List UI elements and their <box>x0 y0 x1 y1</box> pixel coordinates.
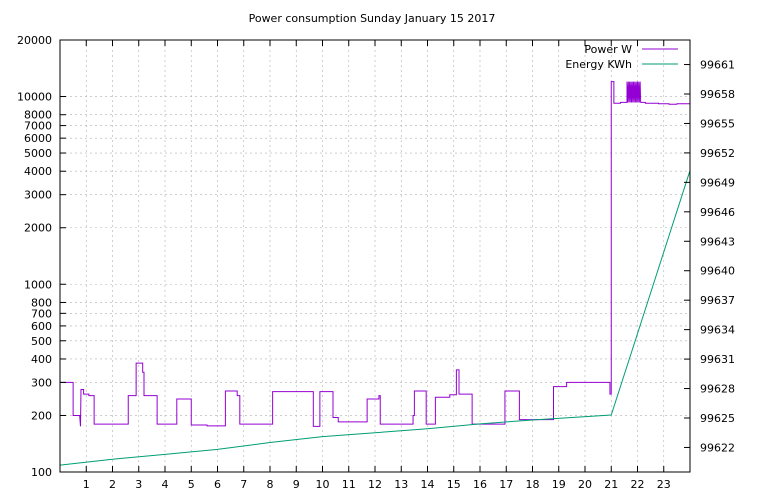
y-left-tick-label: 2000 <box>24 222 52 235</box>
x-tick-label: 9 <box>293 478 300 491</box>
x-tick-label: 23 <box>657 478 671 491</box>
x-tick-label: 7 <box>240 478 247 491</box>
series-line-1 <box>59 170 691 466</box>
y-right-tick-label: 99637 <box>700 294 735 307</box>
x-tick-label: 20 <box>578 478 592 491</box>
y-left-tick-label: 500 <box>31 335 52 348</box>
x-tick-label: 2 <box>109 478 116 491</box>
y-right-tick-label: 99643 <box>700 235 735 248</box>
x-tick-label: 1 <box>83 478 90 491</box>
y-left-tick-label: 3000 <box>24 189 52 202</box>
x-tick-label: 22 <box>631 478 645 491</box>
x-tick-label: 13 <box>394 478 408 491</box>
x-tick-label: 16 <box>473 478 487 491</box>
y-right-tick-label: 99631 <box>700 353 735 366</box>
y-right-tick-label: 99655 <box>700 117 735 130</box>
y-left-tick-label: 4000 <box>24 165 52 178</box>
grid-lines <box>60 40 690 472</box>
x-tick-label: 3 <box>135 478 142 491</box>
x-tick-label: 6 <box>214 478 221 491</box>
x-tick-label: 4 <box>162 478 169 491</box>
y-left-tick-label: 300 <box>31 376 52 389</box>
y-left-tick-label: 100 <box>31 466 52 479</box>
y-right-tick-label: 99625 <box>700 412 735 425</box>
legend: Power W Energy KWh <box>565 43 678 71</box>
y-right-tick-label: 99634 <box>700 324 735 337</box>
y-left-tick-label: 400 <box>31 353 52 366</box>
legend-label: Power W <box>584 43 632 56</box>
y-axis-right: 99622 99625 99628 99631 99634 99637 99640 99643… <box>684 59 735 454</box>
y-right-tick-label: 99652 <box>700 147 735 160</box>
y-right-tick-label: 99658 <box>700 88 735 101</box>
x-tick-label: 14 <box>421 478 435 491</box>
y-right-tick-label: 99646 <box>700 206 735 219</box>
x-tick-label: 11 <box>342 478 356 491</box>
x-tick-label: 18 <box>526 478 540 491</box>
y-right-tick-label: 99622 <box>700 441 735 454</box>
series-line-0 <box>60 81 690 427</box>
y-left-tick-label: 20000 <box>17 34 52 47</box>
y-left-tick-label: 7000 <box>24 120 52 133</box>
x-tick-label: 15 <box>447 478 461 491</box>
x-tick-label: 17 <box>499 478 513 491</box>
y-left-tick-label: 600 <box>31 320 52 333</box>
y-left-tick-label: 200 <box>31 409 52 422</box>
y-left-tick-label: 700 <box>31 307 52 320</box>
y-right-tick-label: 99628 <box>700 383 735 396</box>
y-left-tick-label: 5000 <box>24 147 52 160</box>
y-left-tick-label: 6000 <box>24 132 52 145</box>
y-right-tick-label: 99661 <box>700 59 735 72</box>
x-tick-label: 8 <box>267 478 274 491</box>
x-tick-label: 12 <box>368 478 382 491</box>
y-left-tick-label: 10000 <box>17 91 52 104</box>
x-tick-label: 10 <box>316 478 330 491</box>
x-tick-label: 5 <box>188 478 195 491</box>
x-tick-label: 19 <box>552 478 566 491</box>
legend-label: Energy KWh <box>565 58 632 71</box>
y-left-tick-label: 8000 <box>24 109 52 122</box>
y-right-tick-label: 99640 <box>700 265 735 278</box>
y-right-tick-label: 99649 <box>700 176 735 189</box>
chart-title: Power consumption Sunday January 15 2017 <box>249 12 496 25</box>
x-axis: 1 2 3 4 5 6 7 8 9 10 11 12 13 14 15 16 17 18 19 20 21 22 23 <box>83 40 671 491</box>
y-left-tick-label: 1000 <box>24 278 52 291</box>
x-tick-label: 21 <box>604 478 618 491</box>
plot-area <box>59 81 691 466</box>
y-left-tick-label: 800 <box>31 296 52 309</box>
